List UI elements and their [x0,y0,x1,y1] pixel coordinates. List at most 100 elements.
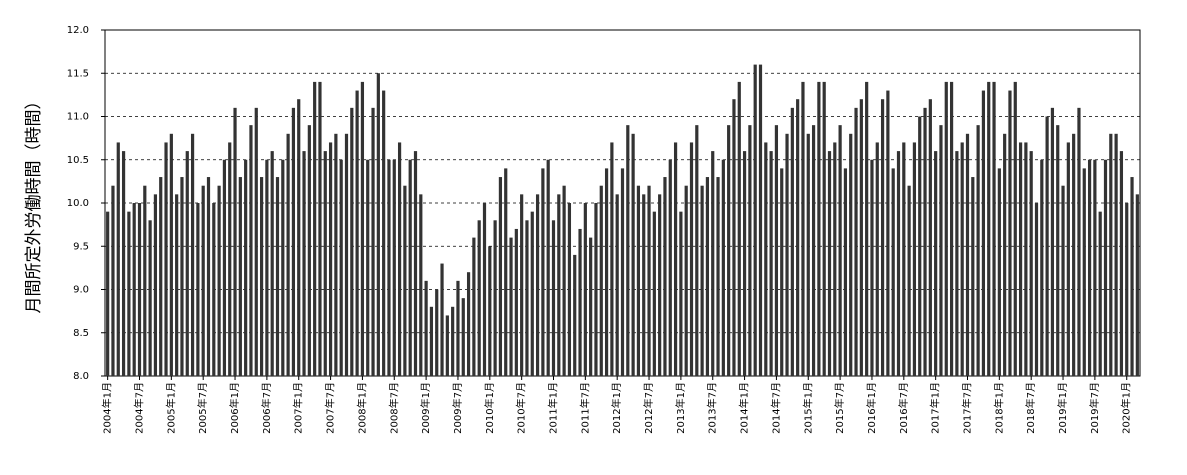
bar [121,151,126,376]
bar [700,185,704,376]
bar [318,81,322,377]
x-tick-label: 2012年7月 [642,382,655,434]
bar [498,177,503,376]
bar [870,159,874,376]
x-tick-label: 2017年1月 [929,382,942,434]
bar [525,220,529,376]
bar [153,194,158,376]
bar [451,306,455,376]
bar [1082,168,1086,376]
bar [971,177,975,376]
bar [1018,142,1023,376]
x-tick-label: 2005年7月 [196,382,209,434]
bar [838,125,842,377]
bar [1103,159,1108,376]
bar [1125,203,1129,376]
bar [376,73,380,376]
bar [960,142,964,376]
bar [567,203,572,376]
bar [843,168,848,376]
bar [530,211,534,376]
bar [1034,203,1039,376]
bar [435,289,439,376]
bar [997,168,1001,376]
bar [721,159,725,376]
x-tick-label: 2004年1月 [101,382,114,434]
bar [1098,211,1102,376]
bar [1050,107,1055,376]
bar [1040,159,1044,376]
y-tick-label: 10.5 [67,155,89,166]
bar [201,185,205,376]
bar [482,203,487,376]
bar [647,185,651,376]
bar [360,81,365,377]
bar [440,263,444,376]
bar [159,177,163,376]
bar [573,254,577,376]
bar [106,211,110,376]
bar [907,185,911,376]
x-tick-label: 2007年7月 [324,382,337,434]
bar [716,177,720,376]
bar [711,151,715,376]
bar [504,168,508,376]
x-tick-label: 2015年1月 [801,382,814,434]
bar [849,133,853,376]
bar [366,159,370,376]
bar [244,159,248,376]
bar [727,125,731,377]
bar [1093,159,1097,376]
bar [546,159,550,376]
bar [328,142,333,376]
bar [615,194,619,376]
y-tick-label: 9.0 [73,285,89,296]
bar [148,220,152,376]
bar [796,99,800,376]
bar [477,220,481,376]
bar [604,168,609,376]
bar [891,168,895,376]
bar [419,194,423,376]
bar [143,185,147,376]
bar [1003,133,1007,376]
bar [785,133,789,376]
bar [1066,142,1070,376]
x-tick-label: 2006年1月 [228,382,241,434]
bar [254,107,258,376]
bar [626,125,630,377]
bar [1045,116,1049,376]
x-tick-label: 2008年7月 [387,382,400,434]
bar [1072,133,1076,376]
bar [472,237,476,376]
bar [742,151,747,376]
bar [934,151,938,376]
bar [886,90,890,377]
bar [307,125,311,377]
bar [270,151,274,376]
bar [684,185,688,376]
bar [132,203,136,376]
bar [822,81,826,377]
bar [302,151,306,376]
bar [923,107,927,376]
bar [679,211,683,376]
bar [137,203,142,376]
bar [949,81,954,377]
bar [801,81,805,377]
x-tick-label: 2017年7月 [961,382,974,434]
bar [233,107,237,376]
bar [212,203,216,376]
bar [265,159,269,376]
bar [445,315,449,376]
bar [594,203,598,376]
bar [610,142,614,376]
x-tick-label: 2007年1月 [292,382,305,434]
bar [599,185,603,376]
bar [1029,151,1033,376]
bar [695,125,699,377]
bar [865,81,869,377]
bar [652,211,656,376]
bar [636,185,641,376]
x-tick-label: 2014年7月 [769,382,782,434]
